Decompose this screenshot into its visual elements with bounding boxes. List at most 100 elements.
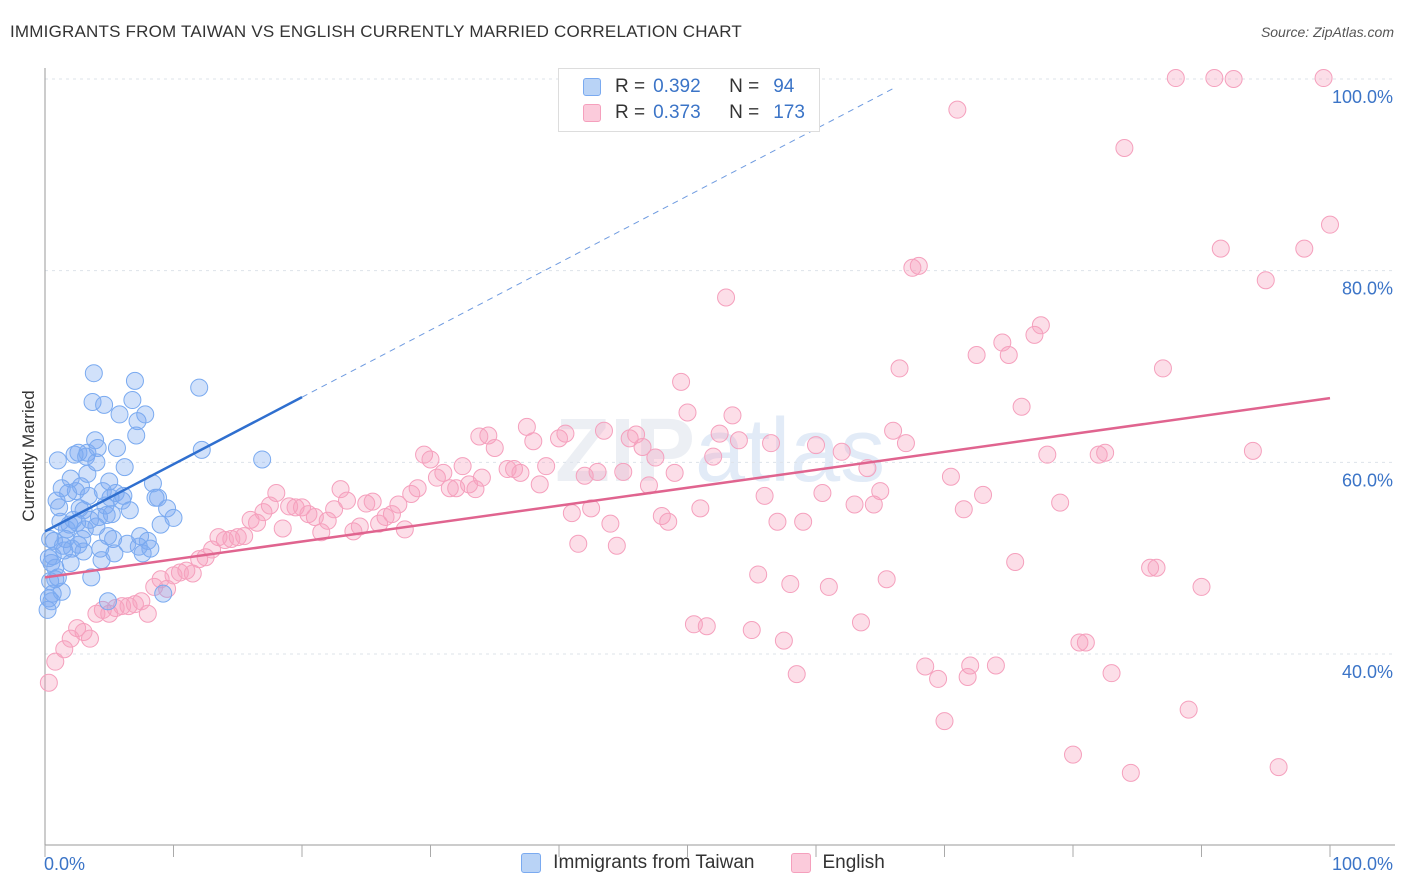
english-point <box>1006 553 1025 571</box>
english-point <box>1064 745 1082 764</box>
english-point <box>974 485 993 504</box>
taiwan-point <box>79 486 98 505</box>
taiwan-point <box>39 549 58 568</box>
english-point <box>961 656 980 675</box>
taiwan-trendline-extension <box>301 88 894 398</box>
taiwan-point <box>100 472 119 491</box>
taiwan-point <box>129 537 148 556</box>
english-point <box>1295 239 1314 258</box>
english-point <box>954 500 973 519</box>
legend-item-english[interactable]: English <box>790 852 885 874</box>
english-point <box>967 346 986 364</box>
english-point <box>729 431 748 450</box>
watermark-a: ZIP <box>555 401 696 501</box>
english-point <box>1179 700 1198 719</box>
english-point <box>813 484 832 502</box>
english-point <box>851 613 870 632</box>
english-point <box>1121 763 1140 782</box>
english-point <box>845 495 864 514</box>
taiwan-point <box>123 391 142 410</box>
english-point <box>755 486 774 505</box>
taiwan-point <box>104 530 123 548</box>
taiwan-trendline <box>44 396 303 533</box>
english-point <box>1102 664 1121 683</box>
english-point <box>1256 271 1275 290</box>
taiwan-point <box>75 520 94 539</box>
taiwan-point <box>83 392 102 411</box>
english-point <box>1089 445 1108 464</box>
english-point <box>999 346 1018 364</box>
taiwan-point <box>97 506 116 525</box>
english-point <box>807 436 825 455</box>
english-point <box>39 673 58 692</box>
english-point <box>453 457 472 476</box>
legend-r-value: 0.373 <box>653 102 701 123</box>
english-point <box>1038 445 1057 464</box>
english-point <box>832 442 851 461</box>
english-point <box>472 468 491 487</box>
y-tick-label: 80.0% <box>1342 279 1393 299</box>
legend-r-label: R = <box>615 76 646 97</box>
english-point <box>312 523 331 542</box>
legend-r-value: 0.392 <box>653 76 701 97</box>
taiwan-point <box>136 405 155 424</box>
english-point <box>511 463 530 482</box>
english-point <box>723 406 742 425</box>
y-tick-label: 60.0% <box>1342 470 1393 490</box>
english-trendline <box>44 396 1331 579</box>
english-point <box>1031 316 1050 335</box>
english-point <box>337 491 356 510</box>
taiwan-point <box>47 491 66 510</box>
english-point <box>254 503 273 522</box>
taiwan-point <box>190 378 209 397</box>
english-point <box>601 514 620 533</box>
english-point <box>485 438 504 457</box>
english-point <box>248 513 267 532</box>
english-point <box>781 575 800 594</box>
taiwan-point <box>107 438 126 457</box>
taiwan-point <box>141 539 160 558</box>
taiwan-point <box>78 464 97 483</box>
taiwan-point <box>154 584 173 603</box>
english-point <box>138 604 157 623</box>
english-point <box>1115 139 1134 157</box>
taiwan-point <box>105 544 124 563</box>
english-point <box>235 527 254 546</box>
taiwan-point <box>48 451 67 470</box>
legend-row-taiwan: R = 0.392 N = 94 <box>583 75 794 99</box>
english-point <box>1153 359 1172 378</box>
english-point <box>1076 633 1095 652</box>
english-point <box>318 511 337 530</box>
taiwan-point <box>84 364 103 383</box>
english-point <box>293 498 311 517</box>
english-point <box>389 495 408 514</box>
english-point <box>1192 577 1211 596</box>
english-point <box>672 372 691 391</box>
english-point <box>614 462 633 481</box>
english-point <box>1224 70 1243 88</box>
taiwan-point <box>87 517 106 536</box>
english-point <box>958 668 977 686</box>
english-point <box>170 563 189 582</box>
english-point <box>357 494 376 513</box>
taiwan-point <box>95 395 114 414</box>
y-axis-label: Currently Married <box>19 390 38 521</box>
english-point <box>768 512 787 531</box>
y-tick-label: 100.0% <box>1332 87 1393 107</box>
english-point <box>774 631 793 650</box>
english-point <box>466 480 485 499</box>
legend-item-taiwan[interactable]: Immigrants from Taiwan <box>521 852 755 874</box>
taiwan-point <box>98 527 117 546</box>
english-point <box>704 447 723 466</box>
english-point <box>1243 441 1262 460</box>
english-point <box>350 517 369 536</box>
legend-n-label: N = <box>729 76 760 97</box>
english-point <box>395 520 414 539</box>
english-point <box>659 512 678 531</box>
english-point <box>434 463 453 482</box>
english-point <box>1070 633 1089 652</box>
legend-swatch-english <box>790 853 811 873</box>
english-point <box>524 432 543 451</box>
series-legend: Immigrants from Taiwan English <box>0 852 1406 874</box>
